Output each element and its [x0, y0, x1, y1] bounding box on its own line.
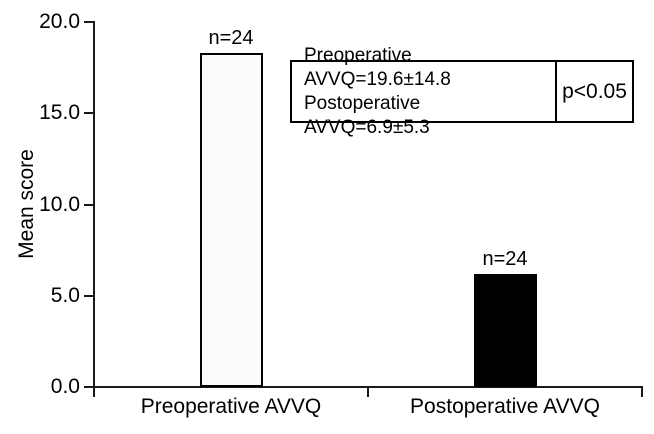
x-axis-tick [93, 388, 95, 397]
y-tick-label: 0.0 [50, 375, 80, 398]
annotation-box: Preoperative AVVQ=19.6±14.8 Postoperativ… [290, 45, 634, 138]
bar-count-label: n=24 [482, 248, 528, 270]
x-axis-tick [367, 388, 369, 397]
x-category-label: Preoperative AVVQ [140, 395, 322, 418]
y-axis-tick [84, 203, 93, 206]
x-category-label: Postoperative AVVQ [410, 395, 600, 418]
bar-preoperative [200, 53, 263, 387]
y-tick-label: 10.0 [39, 192, 80, 216]
annotation-line-preop: Preoperative AVVQ=19.6±14.8 [304, 44, 451, 90]
p-value-label: p<0.05 [555, 62, 632, 121]
y-axis-tick [84, 386, 93, 388]
bar-count-label: n=24 [208, 27, 254, 49]
annotation-line-postop: Postoperative AVVQ=6.9±5.3 [304, 92, 430, 138]
x-axis-line [93, 386, 643, 388]
y-tick-label: 20.0 [39, 10, 80, 33]
annotation-stats: Preoperative AVVQ=19.6±14.8 Postoperativ… [292, 45, 555, 138]
y-tick-label: 15.0 [39, 101, 80, 125]
y-axis-tick [84, 21, 93, 23]
y-tick-label: 5.0 [50, 283, 80, 307]
bar-postoperative [474, 274, 537, 387]
x-axis-tick [641, 388, 643, 397]
y-axis-tick [84, 112, 93, 115]
y-axis-line [93, 21, 95, 388]
y-axis-tick [84, 294, 93, 297]
